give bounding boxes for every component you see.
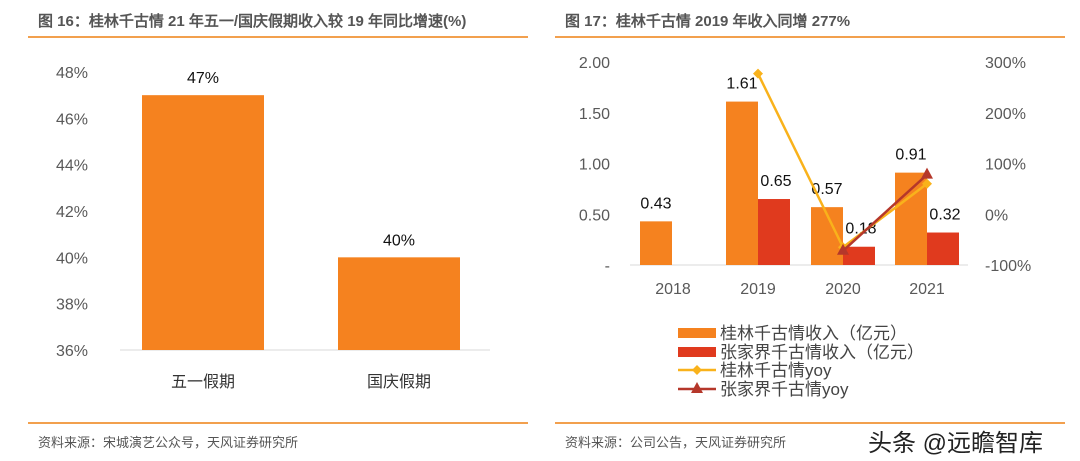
data-label: 0.65 bbox=[760, 173, 791, 190]
data-label: 0.18 bbox=[845, 221, 876, 238]
zhangjiajie-yoy-marker bbox=[837, 243, 849, 255]
data-label: 40% bbox=[383, 232, 415, 249]
y-tick-label: 36% bbox=[56, 343, 88, 360]
left-y-tick-label: 2.00 bbox=[579, 55, 610, 72]
legend-label: 桂林千古情yoy bbox=[720, 361, 832, 380]
legend-marker bbox=[691, 382, 703, 393]
legend-label: 张家界千古情收入（亿元） bbox=[720, 343, 924, 362]
left-title-divider bbox=[28, 36, 528, 38]
right-source: 资料来源：公司公告，天风证券研究所 bbox=[565, 435, 787, 450]
left-y-tick-label: 1.50 bbox=[579, 106, 610, 123]
y-tick-label: 42% bbox=[56, 204, 88, 221]
data-label: 0.91 bbox=[895, 147, 926, 164]
bar-zhangjiajie-revenue bbox=[758, 199, 790, 265]
bar bbox=[142, 95, 264, 351]
bar-guilin-revenue bbox=[640, 221, 672, 265]
left-footer-divider bbox=[28, 422, 528, 424]
y-tick-label: 44% bbox=[56, 158, 88, 175]
bar-guilin-revenue bbox=[726, 101, 758, 266]
x-tick-label: 2020 bbox=[825, 281, 861, 298]
left-y-tick-label: 0.50 bbox=[579, 207, 610, 224]
legend-swatch bbox=[678, 347, 716, 357]
bar-zhangjiajie-revenue bbox=[927, 232, 959, 265]
legend-swatch bbox=[678, 328, 716, 338]
right-chart-title: 图 17：桂林千古情 2019 年收入同增 277% bbox=[565, 13, 851, 30]
data-label: 0.43 bbox=[640, 195, 671, 212]
right-y-tick-label: 0% bbox=[985, 207, 1008, 224]
y-tick-label: 40% bbox=[56, 250, 88, 267]
y-tick-label: 46% bbox=[56, 111, 88, 128]
y-tick-label: 38% bbox=[56, 297, 88, 314]
legend-marker bbox=[692, 365, 702, 375]
right-y-tick-label: 200% bbox=[985, 106, 1026, 123]
legend-label: 桂林千古情收入（亿元） bbox=[720, 324, 907, 343]
right-y-tick-label: 300% bbox=[985, 55, 1026, 72]
guilin-yoy-marker bbox=[922, 178, 932, 189]
legend-label: 张家界千古情yoy bbox=[720, 380, 849, 399]
data-label: 47% bbox=[187, 70, 219, 87]
bar bbox=[338, 257, 460, 350]
left-source: 资料来源：宋城演艺公众号，天风证券研究所 bbox=[38, 435, 299, 450]
left-y-tick-label: 1.00 bbox=[579, 157, 610, 174]
x-tick-label: 国庆假期 bbox=[367, 373, 431, 391]
zhangjiajie-yoy-line bbox=[842, 173, 928, 252]
guilin-yoy-marker bbox=[753, 68, 763, 79]
data-label: 1.61 bbox=[726, 76, 757, 93]
right-y-tick-label: 100% bbox=[985, 157, 1026, 174]
x-tick-label: 2018 bbox=[655, 281, 691, 298]
data-label: 0.32 bbox=[929, 207, 960, 224]
right-title-divider bbox=[555, 36, 1065, 38]
y-tick-label: 48% bbox=[56, 65, 88, 82]
left-y-tick-label: - bbox=[605, 258, 610, 275]
x-tick-label: 2019 bbox=[740, 281, 776, 298]
zhangjiajie-yoy-marker bbox=[921, 167, 933, 179]
data-label: 0.57 bbox=[811, 181, 842, 198]
left-chart-title: 图 16：桂林千古情 21 年五一/国庆假期收入较 19 年同比增速(%) bbox=[38, 13, 467, 30]
right-footer-divider bbox=[555, 422, 1065, 424]
x-tick-label: 2021 bbox=[909, 281, 945, 298]
x-tick-label: 五一假期 bbox=[171, 373, 235, 391]
bar-zhangjiajie-revenue bbox=[843, 246, 875, 265]
right-y-tick-label: -100% bbox=[985, 258, 1031, 275]
watermark: 头条 @远瞻智库 bbox=[868, 430, 1044, 457]
